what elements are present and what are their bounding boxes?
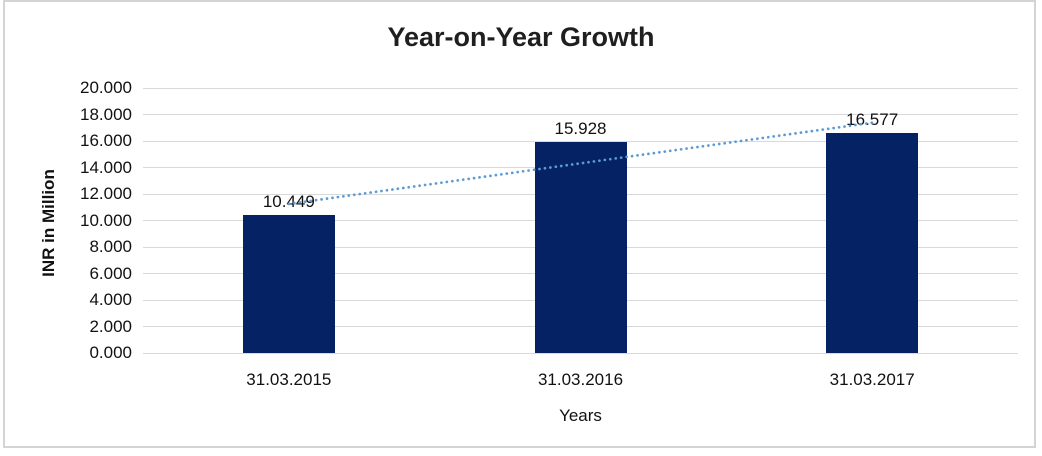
y-axis-tick-label: 10.000 xyxy=(80,210,132,230)
y-axis-tick-label: 18.000 xyxy=(80,104,132,124)
bar-value-label: 15.928 xyxy=(554,118,607,138)
bar-value-label: 16.577 xyxy=(846,110,899,130)
gridline xyxy=(143,87,1018,89)
gridline xyxy=(143,140,1018,142)
y-axis-tick-label: 2.000 xyxy=(89,316,132,336)
x-axis-tick-label: 31.03.2016 xyxy=(537,370,624,389)
y-axis-tick-label: 14.000 xyxy=(80,157,132,177)
y-axis-tick-label: 4.000 xyxy=(89,290,132,309)
x-axis-title: Years xyxy=(559,406,602,425)
y-axis-tick-label: 16.000 xyxy=(80,131,132,150)
gridline xyxy=(143,114,1018,115)
y-axis-tick-label: 0.000 xyxy=(89,343,132,362)
bar-value-label: 10.449 xyxy=(262,191,315,211)
trendline xyxy=(287,121,874,206)
plot-area: 10.449 15.928 16.577 xyxy=(143,87,1018,354)
trendline-layer xyxy=(287,121,874,206)
bar xyxy=(534,141,627,353)
y-axis-tick-label: 6.000 xyxy=(89,263,132,283)
chart-title: Year-on-Year Growth xyxy=(387,22,655,52)
x-axis-tick-label: 31.03.2017 xyxy=(829,370,915,389)
x-axis-tick-label: 31.03.2015 xyxy=(246,370,332,389)
gridline xyxy=(143,352,1018,354)
y-axis-tick-label: 12.000 xyxy=(80,184,132,203)
y-axis-tick-label: 20.000 xyxy=(80,78,132,97)
bar xyxy=(826,133,919,353)
y-axis-tick-label: 8.000 xyxy=(89,237,132,256)
bar xyxy=(242,214,335,353)
